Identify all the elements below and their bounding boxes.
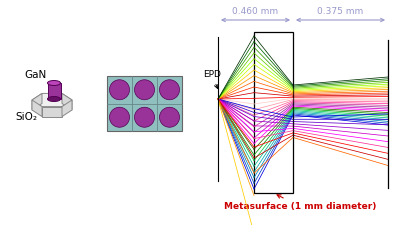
Circle shape <box>160 80 180 100</box>
Circle shape <box>160 107 180 127</box>
Polygon shape <box>32 93 42 110</box>
Polygon shape <box>62 100 72 117</box>
Text: Metasurface (1 mm diameter): Metasurface (1 mm diameter) <box>224 195 376 211</box>
Circle shape <box>134 107 154 127</box>
Text: EPD: EPD <box>203 70 221 88</box>
Circle shape <box>110 80 130 100</box>
Text: SiO₂: SiO₂ <box>15 112 37 122</box>
Bar <box>107 76 182 131</box>
Circle shape <box>134 80 154 100</box>
Bar <box>254 32 293 193</box>
Polygon shape <box>32 100 42 117</box>
Ellipse shape <box>48 81 60 86</box>
Ellipse shape <box>48 97 60 101</box>
Bar <box>48 83 60 99</box>
Polygon shape <box>32 93 72 107</box>
Text: GaN: GaN <box>24 70 46 80</box>
Polygon shape <box>42 107 62 117</box>
Text: 0.375 mm: 0.375 mm <box>317 7 364 16</box>
Text: 0.460 mm: 0.460 mm <box>232 7 278 16</box>
Polygon shape <box>62 93 72 110</box>
Circle shape <box>110 107 130 127</box>
